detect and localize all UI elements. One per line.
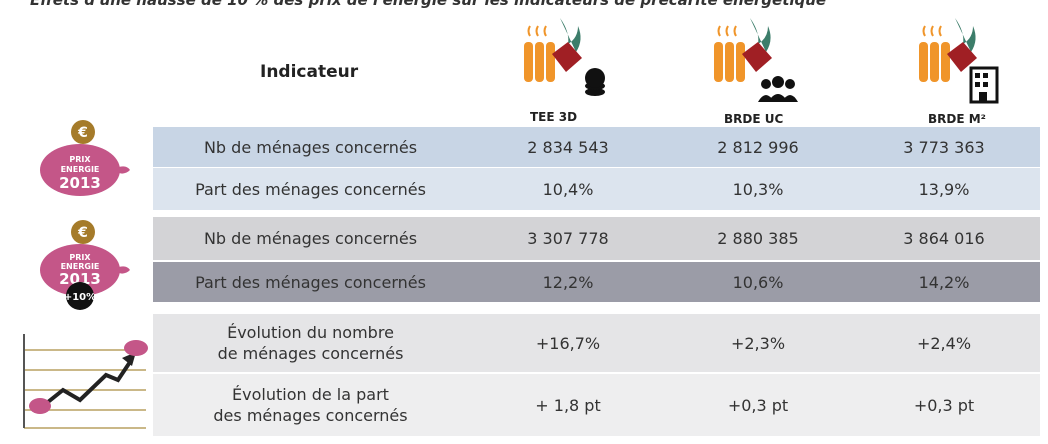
value-cell: +0,3 pt	[668, 374, 848, 436]
row-label: Évolution de la part des ménages concern…	[153, 374, 468, 436]
value-cell: 13,9%	[848, 168, 1040, 210]
value-cell: 3 773 363	[848, 127, 1040, 167]
value-cell: 2 812 996	[668, 127, 848, 167]
piggy-badge: +10%	[64, 292, 96, 303]
row-label: Nb de ménages concernés	[153, 217, 468, 260]
piggy-label: PRIX	[69, 155, 91, 164]
piggy-2013-plus10: € PRIX ENERGIE 2013 +10%	[30, 218, 140, 308]
piggy-label: ENERGIE	[61, 165, 100, 174]
row-label: Évolution du nombre de ménages concernés	[153, 314, 468, 372]
value-cell: +16,7%	[468, 314, 668, 372]
page: Effets d'une hausse de 10 % des prix de …	[0, 0, 1048, 444]
tee-icon	[520, 14, 610, 114]
value-cell: 10,6%	[668, 262, 848, 302]
value-cell: 3 307 778	[468, 217, 668, 260]
value-cell: 10,4%	[468, 168, 668, 210]
piggy-2013: € PRIX ENERGIE 2013	[30, 118, 140, 198]
piggy-year: 2013	[59, 174, 101, 192]
header-column: BRDE M²	[928, 112, 986, 126]
row-label: Part des ménages concernés	[153, 168, 468, 210]
brde-uc-icon	[710, 14, 800, 114]
svg-text:€: €	[77, 225, 88, 241]
header-indicator: Indicateur	[260, 62, 358, 82]
value-cell: +2,3%	[668, 314, 848, 372]
title: Effets d'une hausse de 10 % des prix de …	[30, 0, 826, 9]
svg-text:€: €	[77, 125, 88, 141]
value-cell: 2 880 385	[668, 217, 848, 260]
brde-m2-icon	[915, 14, 1005, 114]
header-column: BRDE UC	[724, 112, 783, 126]
value-cell: +2,4%	[848, 314, 1040, 372]
row-label: Part des ménages concernés	[153, 262, 468, 302]
piggy-label: PRIX	[69, 253, 91, 262]
trend-icon	[18, 330, 153, 430]
value-cell: 3 864 016	[848, 217, 1040, 260]
row-label: Nb de ménages concernés	[153, 127, 468, 167]
value-cell: +0,3 pt	[848, 374, 1040, 436]
value-cell: 10,3%	[668, 168, 848, 210]
value-cell: 12,2%	[468, 262, 668, 302]
value-cell: 14,2%	[848, 262, 1040, 302]
value-cell: + 1,8 pt	[468, 374, 668, 436]
value-cell: 2 834 543	[468, 127, 668, 167]
